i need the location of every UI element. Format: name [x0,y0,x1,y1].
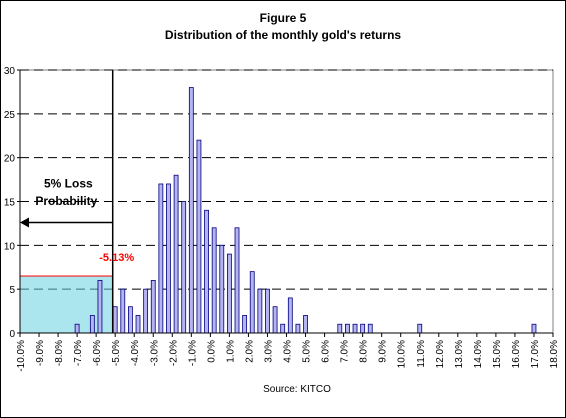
chart-subtitle: Distribution of the monthly gold's retur… [165,28,402,42]
bar [120,288,126,334]
y-tick-label: 10 [4,241,16,252]
bar [158,183,164,334]
bar [272,306,278,334]
bar [135,315,141,334]
bar [417,323,423,334]
y-tick-label: 30 [4,66,16,77]
y-tick-label: 15 [4,198,16,209]
bar [196,139,202,334]
bar [280,323,286,334]
bar [295,323,301,334]
bar [173,174,179,334]
x-tick-label: 2.0% [244,340,255,363]
bar [204,209,209,334]
x-tick-label: 16.0% [511,340,522,368]
x-tick-label: -9.0% [35,340,46,366]
bar [242,315,248,334]
bar [211,227,217,334]
x-tick-label: -10.0% [16,340,27,372]
x-tick-label: 8.0% [359,340,370,363]
bar [166,183,171,334]
source-label: Source: KITCO [263,384,331,395]
threshold-label: -5.13% [99,252,134,264]
bar [150,279,156,334]
bar [303,315,308,334]
bar [367,323,373,334]
bar [89,315,95,334]
bar [531,323,537,334]
x-tick-label: -3.0% [149,340,160,366]
x-tick-label: 9.0% [378,340,389,363]
bar [337,323,343,334]
x-tick-label: -5.0% [111,340,122,366]
x-tick-label: 4.0% [283,340,294,363]
x-tick-label: 17.0% [530,340,541,368]
x-tick-label: 18.0% [549,340,560,368]
bar [74,323,80,334]
arrow-head [20,217,29,228]
x-tick-label: 3.0% [263,340,274,363]
bar [97,279,103,334]
x-tick-label: 5.0% [302,340,313,363]
bar [345,323,350,334]
bar [181,201,187,334]
x-tick-label: 6.0% [321,340,332,363]
loss-arrow [20,217,113,228]
bar [234,227,240,334]
loss-label-line2: Probability [35,194,97,208]
loss-region-shade [19,275,114,334]
x-tick-label: 7.0% [340,340,351,363]
loss-label-line1: 5% Loss [44,176,93,190]
x-tick-label: 10.0% [397,340,408,368]
bars-group [74,87,537,334]
x-tick-label: 0.0% [206,340,217,363]
bar [226,253,232,334]
y-tick-label: 25 [4,110,16,121]
x-tick-label: -2.0% [168,340,179,366]
bar [265,288,270,334]
bar [112,306,118,334]
x-axis-ticks: -10.0% -9.0% -8.0% -7.0% -6.0% -5.0% -4.0% -3.0… [16,332,560,372]
x-tick-label: -8.0% [54,340,65,366]
x-tick-label: -7.0% [73,340,84,366]
x-tick-label: -1.0% [187,340,198,366]
x-tick-label: 11.0% [416,340,427,368]
bar [352,323,358,334]
x-tick-label: 12.0% [435,340,446,368]
bar [287,297,293,334]
bar [249,271,255,334]
bar [188,87,194,334]
bar [219,244,225,334]
y-tick-label: 0 [9,329,15,340]
x-tick-label: 15.0% [492,340,503,368]
bar [128,306,133,334]
x-tick-label: 14.0% [473,340,484,368]
x-tick-label: 1.0% [225,340,236,363]
bar [257,288,263,334]
y-axis-ticks: 0 5 10 15 20 25 30 [4,66,21,340]
x-tick-label: 13.0% [454,340,465,368]
bar [360,323,366,334]
y-tick-label: 20 [4,154,16,165]
bar [143,288,149,334]
y-tick-label: 5 [9,285,15,296]
x-tick-label: -4.0% [130,340,141,366]
chart-title: Figure 5 [260,11,307,25]
x-tick-label: -6.0% [92,340,103,366]
